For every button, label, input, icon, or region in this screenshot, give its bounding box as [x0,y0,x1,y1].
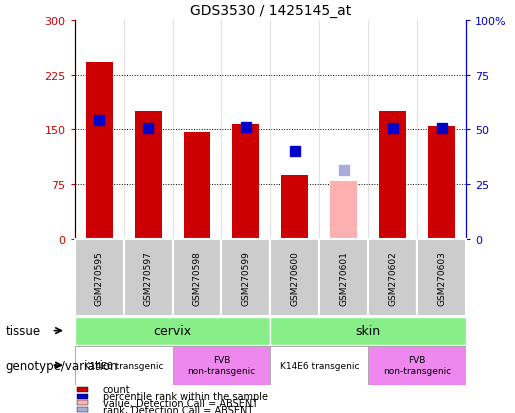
Bar [330,181,357,240]
Text: FVB
non-transgenic: FVB non-transgenic [187,356,255,375]
Text: GSM270598: GSM270598 [193,250,201,305]
Text: GSM270602: GSM270602 [388,250,397,305]
Bar [368,240,417,316]
Bar [173,240,221,316]
Bar [368,346,466,385]
Bar [417,240,466,316]
Text: GSM270603: GSM270603 [437,250,446,305]
Bar [270,240,319,316]
Text: K14E6 transgenic: K14E6 transgenic [280,361,359,370]
Text: percentile rank within the sample: percentile rank within the sample [103,391,268,401]
Text: count: count [103,385,131,394]
Text: tissue: tissue [5,324,40,337]
Bar [270,346,368,385]
Text: GSM270599: GSM270599 [242,250,250,305]
Bar [319,240,368,316]
Bar [134,112,162,240]
Text: skin: skin [356,324,381,337]
Bar [75,346,173,385]
Bar [75,240,124,316]
Title: GDS3530 / 1425145_at: GDS3530 / 1425145_at [190,4,351,18]
Bar [281,176,308,240]
Text: GSM270601: GSM270601 [339,250,348,305]
Text: cervix: cervix [153,324,192,337]
Bar [85,63,113,240]
Text: rank, Detection Call = ABSENT: rank, Detection Call = ABSENT [103,405,253,413]
Bar [232,125,260,240]
Text: genotype/variation: genotype/variation [5,359,117,372]
Bar [379,112,406,240]
Bar [270,317,466,345]
Text: GSM270595: GSM270595 [95,250,104,305]
Bar [183,132,211,240]
Bar [75,317,270,345]
Bar [124,240,173,316]
Text: K14E6 transgenic: K14E6 transgenic [84,361,163,370]
Text: GSM270600: GSM270600 [290,250,299,305]
Text: value, Detection Call = ABSENT: value, Detection Call = ABSENT [103,398,258,408]
Text: GSM270597: GSM270597 [144,250,152,305]
Bar [221,240,270,316]
Text: FVB
non-transgenic: FVB non-transgenic [383,356,451,375]
Bar [173,346,270,385]
Bar [428,126,455,240]
